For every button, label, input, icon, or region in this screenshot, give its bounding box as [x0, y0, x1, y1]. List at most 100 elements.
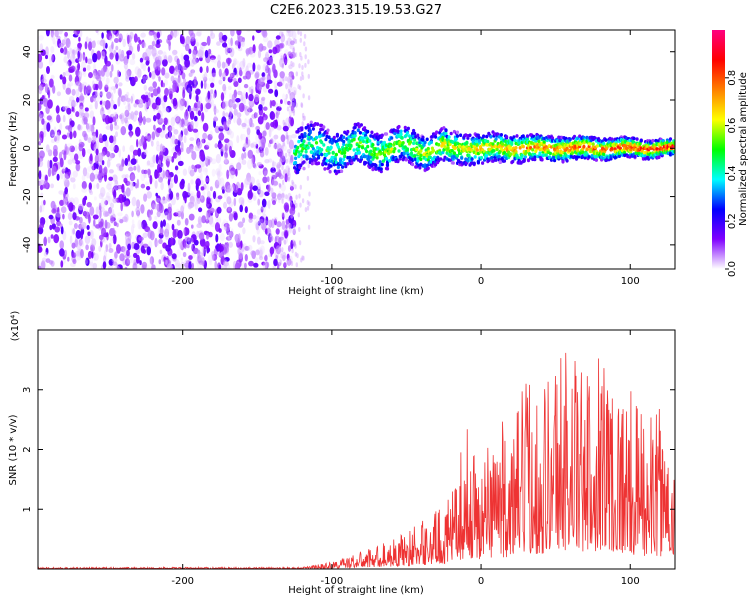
- spectrogram-cell: [83, 85, 87, 96]
- spectrogram-cell: [156, 127, 162, 133]
- spectrogram-cell: [279, 80, 282, 86]
- spectrogram-cell: [131, 210, 134, 218]
- spectrogram-cell: [138, 39, 142, 45]
- spectrogram-cell: [301, 255, 304, 261]
- spectrogram-cell: [202, 74, 206, 80]
- spectrogram-cell: [397, 149, 401, 153]
- spectrogram-cell: [255, 30, 262, 34]
- spectrogram-cell: [211, 168, 216, 177]
- spectrogram-cell: [132, 223, 136, 229]
- spectrogram-cell: [272, 46, 278, 55]
- spectrogram-cell: [170, 236, 174, 246]
- spectrogram-cell: [210, 82, 215, 88]
- spectrogram-cell: [108, 86, 113, 93]
- spectrogram-cell: [167, 54, 173, 63]
- spectrogram-cell: [306, 200, 309, 205]
- spectrogram-cell: [338, 158, 343, 163]
- x-tick-label: 100: [621, 276, 640, 287]
- spectrogram-cell: [201, 41, 208, 47]
- spectrogram-cell: [155, 154, 159, 165]
- spectrogram-cell: [263, 64, 268, 70]
- spectrogram-cell: [512, 135, 516, 139]
- spectrogram-cell: [248, 99, 255, 108]
- spectrogram-cell: [240, 94, 244, 101]
- spectrogram-cell: [67, 146, 71, 156]
- spectrogram-cell: [169, 65, 175, 75]
- spectrogram-cell: [307, 73, 310, 79]
- spectrogram-cell: [54, 136, 57, 142]
- spectrogram-cell: [241, 92, 246, 102]
- spectrogram-cell: [105, 69, 110, 78]
- spectrogram-cell: [224, 112, 229, 117]
- spectrogram-cell: [188, 48, 192, 55]
- spectrogram-cell: [78, 238, 83, 246]
- spectrogram-cell: [100, 239, 103, 248]
- spectrogram-cell: [206, 185, 210, 192]
- spectrogram-cell: [334, 152, 338, 157]
- spectrogram-cell: [118, 164, 124, 172]
- spectrogram-cell: [252, 35, 255, 41]
- spectrogram-cell: [109, 135, 114, 144]
- spectrogram-cell: [441, 135, 445, 140]
- spectrogram-cell: [261, 142, 265, 149]
- spectrogram-cell: [239, 67, 242, 76]
- spectrogram-cell: [429, 140, 433, 144]
- spectrogram-cell: [305, 155, 309, 159]
- spectrogram-cell: [95, 148, 99, 156]
- spectrogram-cell: [192, 49, 197, 60]
- spectrogram-cell: [199, 195, 203, 200]
- spectrogram-cell: [327, 135, 331, 139]
- spectrogram-cell: [300, 102, 303, 108]
- spectrogram-cell: [237, 83, 241, 93]
- spectrogram-cell: [307, 224, 311, 230]
- spectrogram-cell: [87, 250, 93, 260]
- spectrogram-cell: [282, 125, 289, 132]
- spectrogram-cell: [214, 260, 218, 269]
- spectrogram-cell: [284, 59, 287, 65]
- spectrogram-cell: [90, 96, 94, 103]
- spectrogram-cell: [189, 137, 195, 142]
- spectrogram-cell: [104, 115, 110, 125]
- spectrogram-cell: [366, 129, 370, 134]
- spectrogram-cell: [370, 152, 374, 157]
- spectrogram-cell: [320, 140, 324, 145]
- spectrogram-cell: [264, 147, 269, 156]
- spectrogram-cell: [540, 157, 544, 162]
- spectrogram-cell: [290, 82, 293, 88]
- spectrogram-cell: [397, 124, 401, 129]
- spectrogram-cell: [357, 150, 361, 155]
- spectrogram-cell: [282, 179, 285, 185]
- spectrogram-cell: [335, 142, 339, 146]
- spectrogram-cell: [163, 94, 168, 103]
- spectrogram-cell: [162, 219, 166, 227]
- spectrogram-cell: [40, 49, 47, 56]
- spectrogram-cell: [213, 115, 218, 122]
- spectrogram-cell: [107, 265, 114, 269]
- spectrogram-cell: [184, 110, 189, 121]
- spectrogram-cell: [281, 231, 284, 237]
- spectrogram-cell: [80, 54, 87, 63]
- spectrogram-cell: [235, 113, 239, 122]
- spectrogram-cell: [202, 132, 208, 140]
- spectrogram-cell: [277, 196, 281, 204]
- spectrogram-cell: [247, 119, 251, 124]
- spectrogram-cell: [384, 156, 389, 161]
- spectrogram-cell: [256, 179, 260, 187]
- spectrogram-cell: [81, 83, 85, 89]
- spectrogram-cell: [116, 222, 119, 228]
- spectrogram-cell: [411, 162, 415, 167]
- spectrogram-cell: [113, 144, 119, 154]
- spectrogram-cell: [109, 237, 115, 244]
- spectrogram-cell: [159, 249, 163, 254]
- spectrogram-cell: [127, 103, 131, 112]
- spectrogram-cell: [160, 182, 164, 191]
- spectrogram-cell: [246, 62, 253, 68]
- spectrogram-cell: [237, 60, 240, 71]
- spectrogram-cell: [591, 142, 595, 146]
- spectrogram-cell: [396, 129, 400, 133]
- spectrogram-cell: [38, 84, 43, 95]
- spectrogram-cell: [162, 156, 166, 163]
- spectrogram-cell: [324, 137, 328, 142]
- spectrogram-cell: [389, 149, 393, 154]
- spectrogram-cell: [353, 125, 357, 130]
